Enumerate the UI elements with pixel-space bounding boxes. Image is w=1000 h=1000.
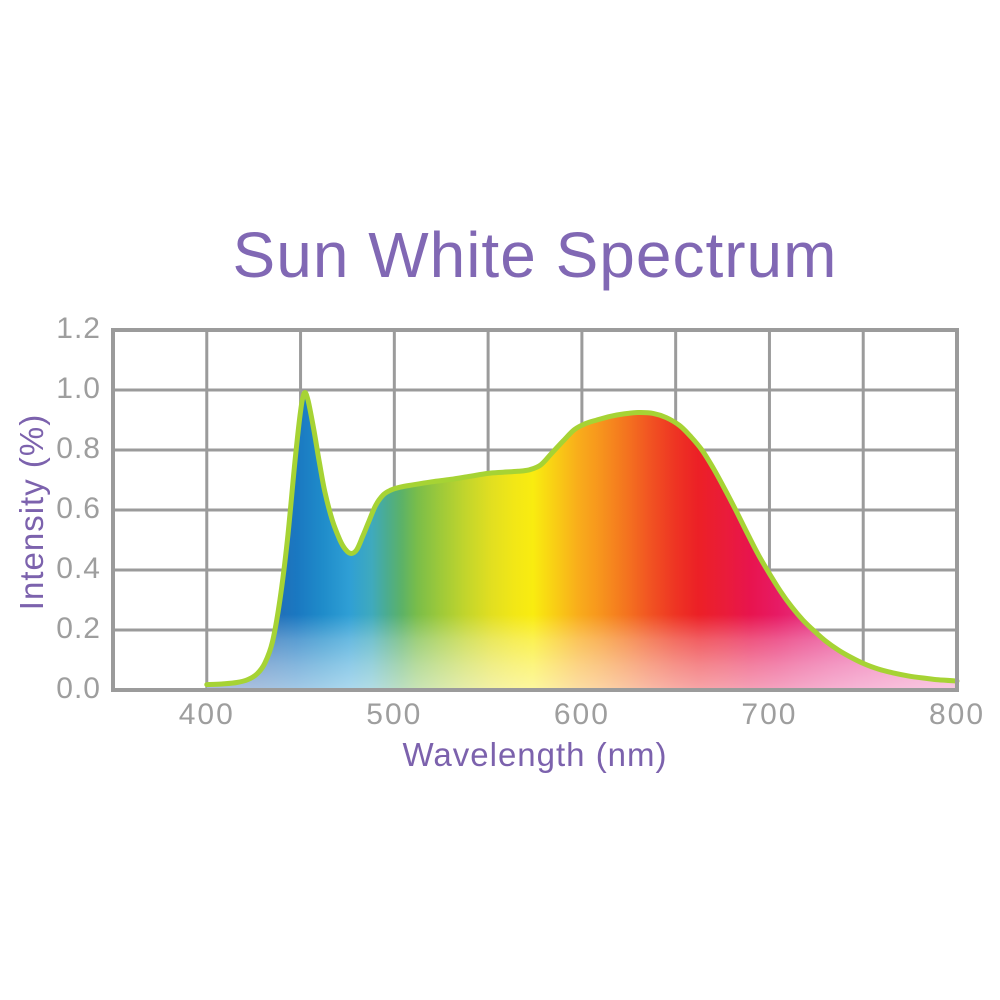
y-tick-label: 0.8 xyxy=(56,432,101,465)
x-tick-label: 800 xyxy=(928,698,986,731)
y-tick-label: 0.2 xyxy=(56,612,101,645)
spectrum-curve-line xyxy=(204,390,960,688)
y-tick-label: 0.0 xyxy=(56,672,101,705)
y-tick-label: 0.6 xyxy=(56,492,101,525)
y-axis-label: Intensity (%) xyxy=(13,413,50,611)
chart-title: Sun White Spectrum xyxy=(232,219,838,291)
x-axis-label: Wavelength (nm) xyxy=(402,736,668,773)
x-tick-label: 600 xyxy=(553,698,610,731)
y-tick-label: 1.0 xyxy=(56,372,101,405)
spectrum-area-bottom-fade xyxy=(206,392,958,690)
x-tick-label: 700 xyxy=(741,698,798,731)
plot-border xyxy=(111,328,959,692)
y-tick-label: 1.2 xyxy=(56,312,101,345)
x-tick-label: 400 xyxy=(178,698,235,731)
y-tick-label: 0.4 xyxy=(56,552,101,585)
x-tick-label: 500 xyxy=(366,698,423,731)
